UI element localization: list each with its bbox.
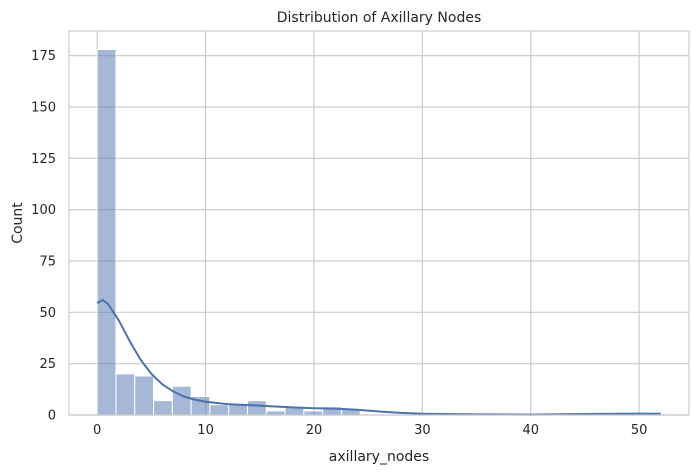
x-tick-label: 10 xyxy=(197,423,214,438)
y-tick-label: 0 xyxy=(48,409,56,424)
x-tick-labels: 0 10 20 30 40 50 xyxy=(93,423,647,438)
y-tick-label: 25 xyxy=(39,357,56,372)
x-tick-label: 30 xyxy=(414,423,431,438)
x-tick-label: 0 xyxy=(93,423,101,438)
histogram-bar xyxy=(96,48,117,416)
y-tick-label: 50 xyxy=(39,306,56,321)
x-tick-label: 20 xyxy=(306,423,323,438)
histogram-bar xyxy=(209,404,230,416)
y-tick-label: 75 xyxy=(39,254,56,269)
histogram-bar xyxy=(134,375,155,416)
chart-title: Distribution of Axillary Nodes xyxy=(277,10,482,26)
y-tick-label: 125 xyxy=(31,152,56,167)
y-tick-labels: 0 25 50 75 100 125 150 175 xyxy=(31,49,56,423)
y-tick-label: 175 xyxy=(31,49,56,64)
histogram-bar xyxy=(303,410,324,416)
y-tick-label: 100 xyxy=(31,203,56,218)
x-tick-label: 40 xyxy=(522,423,539,438)
histogram-bar xyxy=(153,400,173,416)
x-tick-label: 50 xyxy=(631,423,648,438)
grid-lines xyxy=(69,31,689,416)
y-axis-label: Count xyxy=(10,202,26,244)
kde-curve xyxy=(96,298,661,416)
histogram-bars xyxy=(96,48,662,416)
histogram-bar xyxy=(171,385,192,416)
histogram-bar xyxy=(265,410,286,416)
histogram-bar xyxy=(115,373,136,416)
histogram-bar xyxy=(246,400,267,416)
histogram-bar xyxy=(228,404,248,416)
x-axis-label: axillary_nodes xyxy=(329,449,429,465)
plot-frame xyxy=(68,30,690,416)
y-tick-label: 150 xyxy=(31,100,56,115)
